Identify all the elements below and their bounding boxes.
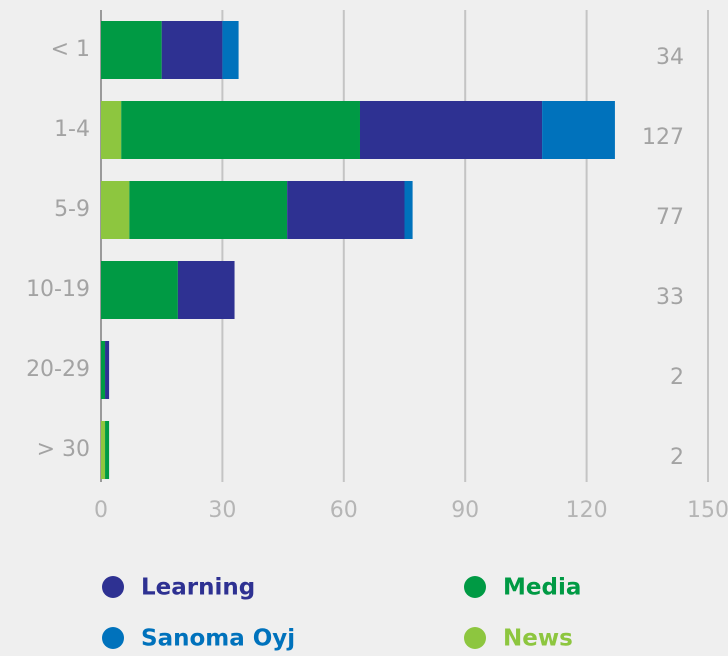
x-tick-label: 120: [566, 498, 608, 523]
bar-segment: [101, 341, 106, 399]
x-tick-label: 30: [208, 498, 236, 523]
legend-label: Sanoma Oyj: [141, 626, 295, 652]
y-tick-label: 10-19: [26, 277, 90, 302]
bar-segment: [404, 181, 413, 239]
total-label: 2: [670, 445, 684, 470]
y-tick-label: 1-4: [54, 117, 90, 142]
bar-segment: [129, 181, 288, 239]
bar-segment: [101, 181, 130, 239]
x-tick-label: 90: [451, 498, 479, 523]
total-label: 77: [656, 205, 684, 230]
bar-segment: [359, 101, 543, 159]
bar-segment: [177, 261, 235, 319]
legend-label: Learning: [141, 575, 255, 601]
y-tick-label: 20-29: [26, 357, 90, 382]
bar-segment: [287, 181, 405, 239]
total-label: 127: [642, 125, 684, 150]
x-tick-label: 150: [687, 498, 728, 523]
bar-segment: [101, 261, 178, 319]
bar-segment: [101, 21, 162, 79]
y-tick-label: < 1: [51, 37, 90, 62]
bar-segment: [105, 421, 110, 479]
bar-segment: [121, 101, 360, 159]
y-tick-label: 5-9: [54, 197, 90, 222]
bar-segment: [542, 101, 615, 159]
legend-marker: [102, 576, 124, 598]
bar-segment: [161, 21, 223, 79]
y-tick-label: > 30: [37, 437, 90, 462]
bar-segment: [101, 421, 106, 479]
legend-marker: [464, 576, 486, 598]
total-label: 33: [656, 285, 684, 310]
bar-segment: [222, 21, 239, 79]
legend-label: Media: [503, 575, 581, 601]
x-tick-label: 0: [94, 498, 108, 523]
legend-marker: [464, 627, 486, 649]
total-label: 2: [670, 365, 684, 390]
bar-segment: [105, 341, 110, 399]
legend-marker: [102, 627, 124, 649]
total-label: 34: [656, 45, 684, 70]
x-tick-label: 60: [330, 498, 358, 523]
bar-segment: [101, 101, 122, 159]
legend-label: News: [503, 626, 573, 652]
